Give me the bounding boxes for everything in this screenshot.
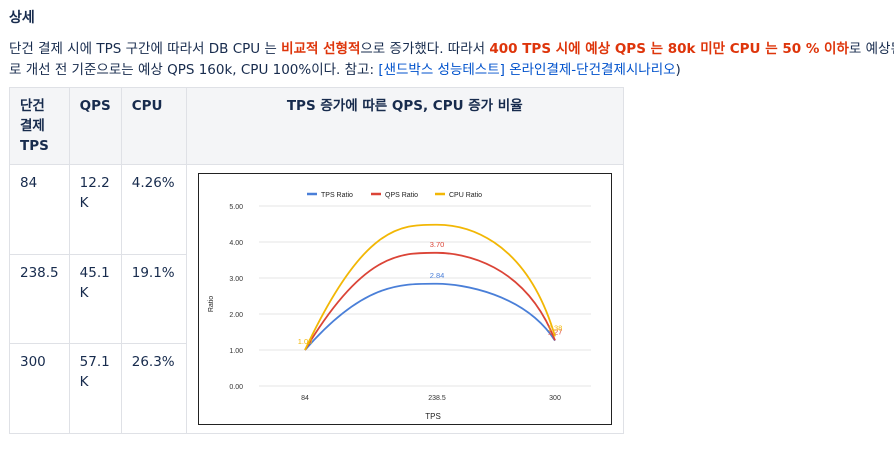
table-row: 300 57.1 K 26.3% [9,343,624,434]
results-table: 단건 결제 TPS QPS CPU TPS 증가에 따른 QPS, CPU 증가… [9,87,624,434]
data-label: 2.84 [429,271,444,280]
ratio-line-chart: 0.00 1.00 2.00 3.00 4.00 5.00 84 238.5 300 TPS Rat… [208,192,591,421]
page: 상세 단건 결제 시에 TPS 구간에 따라서 DB CPU 는 비교적 선형적… [0,0,894,434]
chart-cell: 0.00 1.00 2.00 3.00 4.00 5.00 84 238.5 300 TPS Rat… [185,164,624,434]
data-label: 1.00 [297,337,312,346]
x-tick-label: 84 [301,395,309,402]
y-tick-label: 3.00 [229,276,243,283]
para-highlight-1: 비교적 선형적 [281,41,361,57]
cell-tps: 238.5 [9,253,70,345]
para-text-4: 로 개선 전 기준으로는 예상 QPS 160k, CPU 100%이다. 참고… [9,62,379,78]
data-label: 1.38 [547,323,562,332]
y-tick-label: 4.00 [229,240,243,247]
y-tick-label: 0.00 [229,384,243,391]
header-chart: TPS 증가에 따른 QPS, CPU 증가 비율 [185,87,624,165]
x-axis-label: TPS [425,412,441,421]
legend-label: TPS Ratio [321,192,353,199]
table-header-row: 단건 결제 TPS QPS CPU TPS 증가에 따른 QPS, CPU 증가… [9,87,624,165]
legend-label: CPU Ratio [449,192,482,199]
series-line [303,251,556,351]
x-tick-label: 238.5 [428,395,446,402]
para-text-3: 로 예상된다. [848,41,894,57]
para-text-1: 단건 결제 시에 TPS 구간에 따라서 DB CPU 는 [9,41,282,57]
table-row: 84 12.2 K 4.26% 0.00 1.00 2.00 3.00 4.00 5.00… [9,164,624,434]
chart-frame: 0.00 1.00 2.00 3.00 4.00 5.00 84 238.5 300 TPS Rat… [197,173,612,425]
series-line [304,282,556,351]
header-cpu: CPU [120,87,187,165]
cell-cpu: 4.26% [120,164,187,255]
para-text-2: 으로 증가했다. 따라서 [360,41,490,57]
y-tick-label: 2.00 [229,312,243,319]
para-highlight-2: 400 TPS 시에 예상 QPS 는 80k 미만 CPU 는 50 % 이하 [489,41,849,57]
y-axis-label: Ratio [208,296,215,312]
cell-qps: 12.2 K [68,164,122,255]
description-paragraph: 단건 결제 시에 TPS 구간에 따라서 DB CPU 는 비교적 선형적으로 … [9,39,894,81]
legend-label: QPS Ratio [385,192,418,199]
data-label: 3.70 [429,240,444,249]
cell-cpu: 26.3% [120,343,187,434]
cell-tps: 84 [9,164,70,255]
data-label: 1.27 [547,327,562,336]
x-tick-label: 300 [549,395,561,402]
cell-tps: 300 [9,343,70,434]
para-text-5: ) [675,62,681,78]
section-heading: 상세 [9,10,35,26]
header-tps: 단건 결제 TPS [9,87,70,165]
y-tick-label: 5.00 [229,204,243,211]
cell-cpu: 19.1% [120,253,187,345]
series-line [303,223,556,351]
y-tick-label: 1.00 [229,348,243,355]
reference-link[interactable]: [샌드박스 성능테스트] 온라인결제-단건결제시나리오 [378,62,676,78]
cell-qps: 45.1 K [68,253,122,345]
header-qps: QPS [68,87,122,165]
cell-qps: 57.1 K [68,343,122,434]
